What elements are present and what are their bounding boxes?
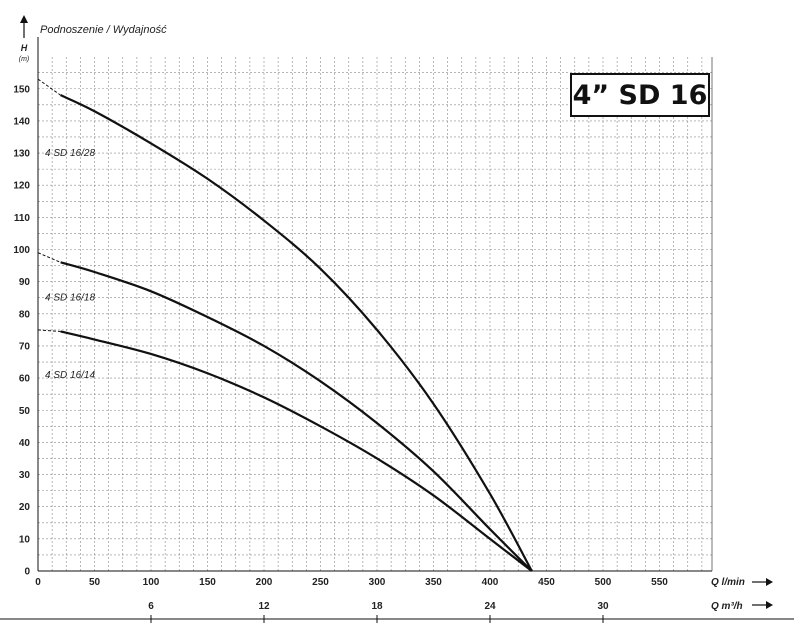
x2-tick-label: 24 <box>484 601 496 612</box>
y-tick-label: 100 <box>13 245 30 256</box>
chart-title: Podnoszenie / Wydajność <box>40 24 167 36</box>
x2-axis-label: Q m³/h <box>711 601 743 612</box>
grid <box>38 57 712 571</box>
x-axis-label: Q l/min <box>711 577 745 588</box>
y-tick-label: 50 <box>19 406 31 417</box>
y-tick-label: 140 <box>13 116 30 127</box>
x-tick-label: 150 <box>199 577 216 588</box>
curves <box>37 78 533 572</box>
y-tick-label: 90 <box>19 277 31 288</box>
x-tick-label: 300 <box>369 577 386 588</box>
model-badge: 4” SD 16 <box>570 73 710 117</box>
x2-axis-arrowhead <box>766 601 773 609</box>
curve-dashed-start <box>37 329 61 332</box>
y-tick-label: 30 <box>19 470 31 481</box>
curve-label: 4 SD 16/14 <box>45 370 95 381</box>
y-tick-label: 0 <box>24 567 30 578</box>
y-tick-label: 60 <box>19 374 31 385</box>
x-tick-label: 50 <box>89 577 101 588</box>
curve-4-sd-16/14 <box>60 330 533 572</box>
y-tick-label: 10 <box>19 534 31 545</box>
x2-tick-label: 6 <box>148 601 154 612</box>
y-axis-unit: (m) <box>19 56 30 63</box>
x2-tick-label: 18 <box>371 601 383 612</box>
x-tick-label: 250 <box>312 577 329 588</box>
x-tick-label: 450 <box>538 577 555 588</box>
x-tick-label: 400 <box>482 577 499 588</box>
curve-4-sd-16/18 <box>60 261 533 572</box>
labels: 0 10 20 30 40 50 60 70 80 90 100 110 120 130 140 150 0 50… <box>13 24 745 612</box>
x-tick-label: 350 <box>425 577 442 588</box>
y-tick-label: 120 <box>13 181 30 192</box>
y-tick-label: 80 <box>19 309 31 320</box>
x2-tick-label: 30 <box>597 601 609 612</box>
x2-tick-label: 12 <box>258 601 270 612</box>
axes <box>0 15 794 623</box>
x-tick-label: 550 <box>651 577 668 588</box>
curve-4-sd-16/28 <box>60 94 533 572</box>
x-tick-label: 500 <box>595 577 612 588</box>
curve-dashed-start <box>37 252 61 263</box>
x-tick-label: 100 <box>143 577 160 588</box>
y-tick-label: 150 <box>13 84 30 95</box>
x-axis-arrowhead <box>766 578 773 586</box>
y-axis-arrowhead <box>20 15 28 23</box>
curve-dashed-start <box>37 78 61 96</box>
y-tick-label: 20 <box>19 502 31 513</box>
curve-label: 4 SD 16/18 <box>45 293 95 304</box>
y-tick-label: 110 <box>14 213 31 224</box>
y-tick-label: 130 <box>13 149 30 160</box>
y-tick-label: 70 <box>19 341 31 352</box>
y-axis-label: H <box>21 43 28 53</box>
x-tick-label: 0 <box>35 577 41 588</box>
curve-label: 4 SD 16/28 <box>45 148 95 159</box>
x-tick-label: 200 <box>256 577 273 588</box>
y-tick-label: 40 <box>19 438 31 449</box>
